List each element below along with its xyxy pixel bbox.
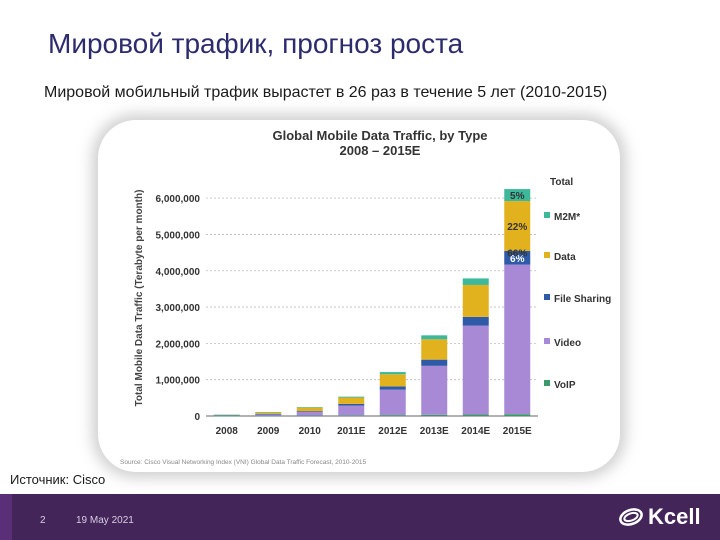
legend-swatch bbox=[544, 212, 550, 218]
source-label: Источник: Cisco bbox=[10, 472, 106, 487]
legend-label: M2M* bbox=[554, 212, 580, 223]
bar-segment bbox=[213, 415, 240, 416]
bar-segment bbox=[379, 386, 406, 390]
bar-segment bbox=[255, 412, 282, 414]
legend-swatch bbox=[544, 252, 550, 258]
legend-label: Video bbox=[554, 338, 581, 349]
bar-segment bbox=[504, 414, 531, 416]
chart-source-note: Source: Cisco Visual Networking Index (V… bbox=[120, 459, 367, 466]
kcell-logo: Kcell bbox=[618, 500, 701, 534]
legend-label: File Sharing bbox=[554, 294, 611, 305]
bar-segment bbox=[296, 415, 323, 417]
y-tick-label: 1,000,000 bbox=[156, 376, 201, 387]
bar-segment bbox=[421, 414, 448, 416]
bar-segment bbox=[255, 412, 282, 413]
bar-segment bbox=[504, 250, 531, 265]
bar-segment bbox=[421, 359, 448, 366]
slide-subtitle: Мировой мобильный трафик вырастет в 26 р… bbox=[44, 84, 608, 101]
y-tick-label: 4,000,000 bbox=[156, 267, 201, 278]
legend-swatch bbox=[544, 338, 550, 344]
kcell-swirl-icon bbox=[619, 508, 643, 526]
bar-segment bbox=[255, 415, 282, 417]
x-tick-label: 2014E bbox=[461, 426, 490, 437]
bar-segment bbox=[338, 415, 365, 416]
bar-segment bbox=[255, 414, 282, 416]
data-label: 66% bbox=[507, 249, 527, 260]
legend-label: VoIP bbox=[554, 380, 576, 391]
bar-segment bbox=[421, 365, 448, 415]
bar-segment bbox=[379, 372, 406, 375]
bar-segment bbox=[296, 407, 323, 408]
bar-segment bbox=[504, 189, 531, 202]
bar-segment bbox=[379, 389, 406, 416]
chart-subtitle: 2008 – 2015E bbox=[340, 143, 421, 158]
bar-segment bbox=[462, 414, 489, 416]
page-number: 2 bbox=[40, 515, 46, 526]
y-tick-label: 5,000,000 bbox=[156, 230, 201, 241]
legend-label: Total bbox=[550, 177, 573, 188]
bar-segment bbox=[504, 264, 531, 415]
data-label: 5% bbox=[510, 191, 525, 202]
x-tick-label: 2008 bbox=[216, 426, 239, 437]
traffic-chart: Global Mobile Data Traffic, by Type2008 … bbox=[120, 128, 611, 466]
footer-accent bbox=[0, 494, 12, 540]
bar-segment bbox=[462, 278, 489, 285]
bar-segment bbox=[421, 335, 448, 340]
x-tick-label: 2010 bbox=[299, 426, 322, 437]
bar-segment bbox=[462, 325, 489, 415]
chart-title: Global Mobile Data Traffic, by Type bbox=[272, 128, 487, 143]
bar-segment bbox=[504, 201, 531, 251]
bar-segment bbox=[338, 396, 365, 398]
bar-segment bbox=[296, 407, 323, 412]
x-tick-label: 2009 bbox=[257, 426, 280, 437]
x-tick-label: 2011E bbox=[337, 426, 366, 437]
legend-swatch bbox=[544, 294, 550, 300]
y-tick-label: 0 bbox=[194, 412, 200, 423]
bar-segment bbox=[379, 374, 406, 387]
bar-segment bbox=[213, 414, 240, 416]
bar-segment bbox=[338, 403, 365, 406]
bar-segment bbox=[462, 284, 489, 317]
legend-swatch bbox=[544, 380, 550, 386]
data-label: 6% bbox=[510, 254, 525, 265]
legend-label: Data bbox=[554, 252, 576, 263]
bar-segment bbox=[213, 415, 240, 417]
chart-frame: Global Mobile Data Traffic, by Type 2008 … bbox=[98, 120, 620, 472]
y-tick-label: 2,000,000 bbox=[156, 339, 201, 350]
x-tick-label: 2012E bbox=[378, 426, 407, 437]
bar-segment bbox=[338, 405, 365, 416]
bar-segment bbox=[255, 413, 282, 415]
bar-segment bbox=[379, 415, 406, 416]
y-axis-label: Total Mobile Data Traffic (Terabyte per … bbox=[134, 190, 145, 407]
data-label: 22% bbox=[507, 222, 527, 233]
footer-bar bbox=[0, 494, 720, 540]
bar-segment bbox=[338, 397, 365, 404]
bar-segment bbox=[296, 411, 323, 416]
y-tick-label: 3,000,000 bbox=[156, 303, 201, 314]
slide-title: Мировой трафик, прогноз роста bbox=[48, 28, 464, 59]
footer-date: 19 May 2021 bbox=[76, 515, 134, 526]
bar-segment bbox=[462, 316, 489, 326]
y-tick-label: 6,000,000 bbox=[156, 194, 201, 205]
bar-segment bbox=[421, 339, 448, 360]
logo-text: Kcell bbox=[648, 504, 701, 529]
x-tick-label: 2015E bbox=[503, 426, 532, 437]
bar-segment bbox=[296, 411, 323, 412]
x-tick-label: 2013E bbox=[420, 426, 449, 437]
